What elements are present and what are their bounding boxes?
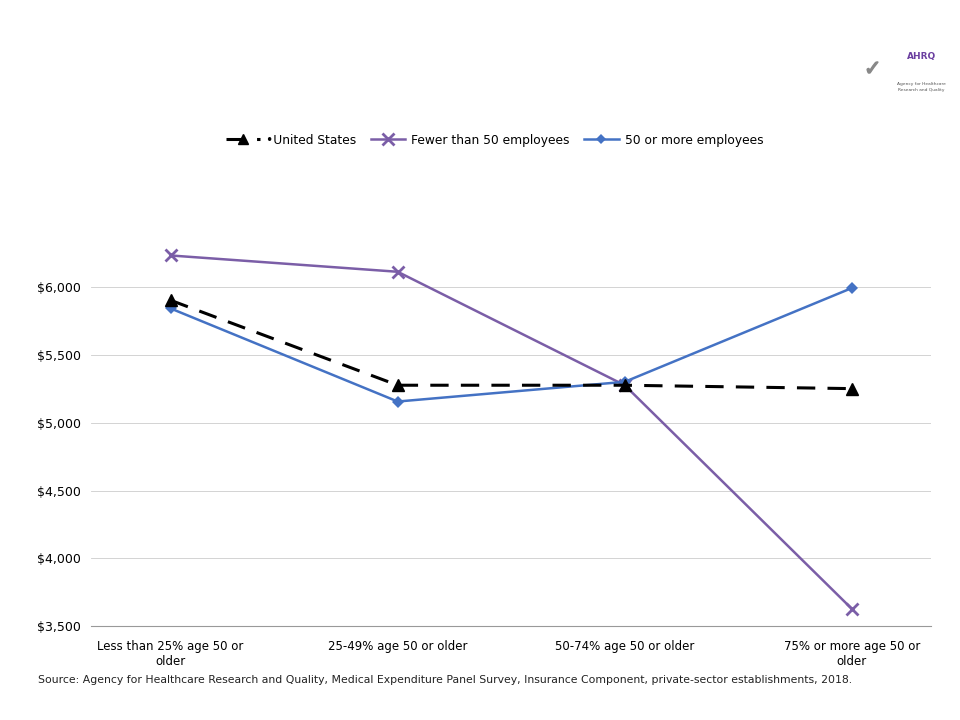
Legend: •United States, Fewer than 50 employees, 50 or more employees: •United States, Fewer than 50 employees,… (221, 129, 768, 152)
Circle shape (478, 9, 960, 132)
Text: Agency for Healthcare
Research and Quality: Agency for Healthcare Research and Quali… (898, 83, 946, 91)
Text: Figure 6. Average annual employee contribution for family  coverage,: Figure 6. Average annual employee contri… (53, 41, 792, 60)
Text: AHRQ: AHRQ (907, 52, 936, 60)
Text: Source: Agency for Healthcare Research and Quality, Medical Expenditure Panel Su: Source: Agency for Healthcare Research a… (38, 675, 852, 685)
Text: by firm size and percentage of employees age 50 or older, 2018: by firm size and percentage of employees… (84, 94, 760, 113)
